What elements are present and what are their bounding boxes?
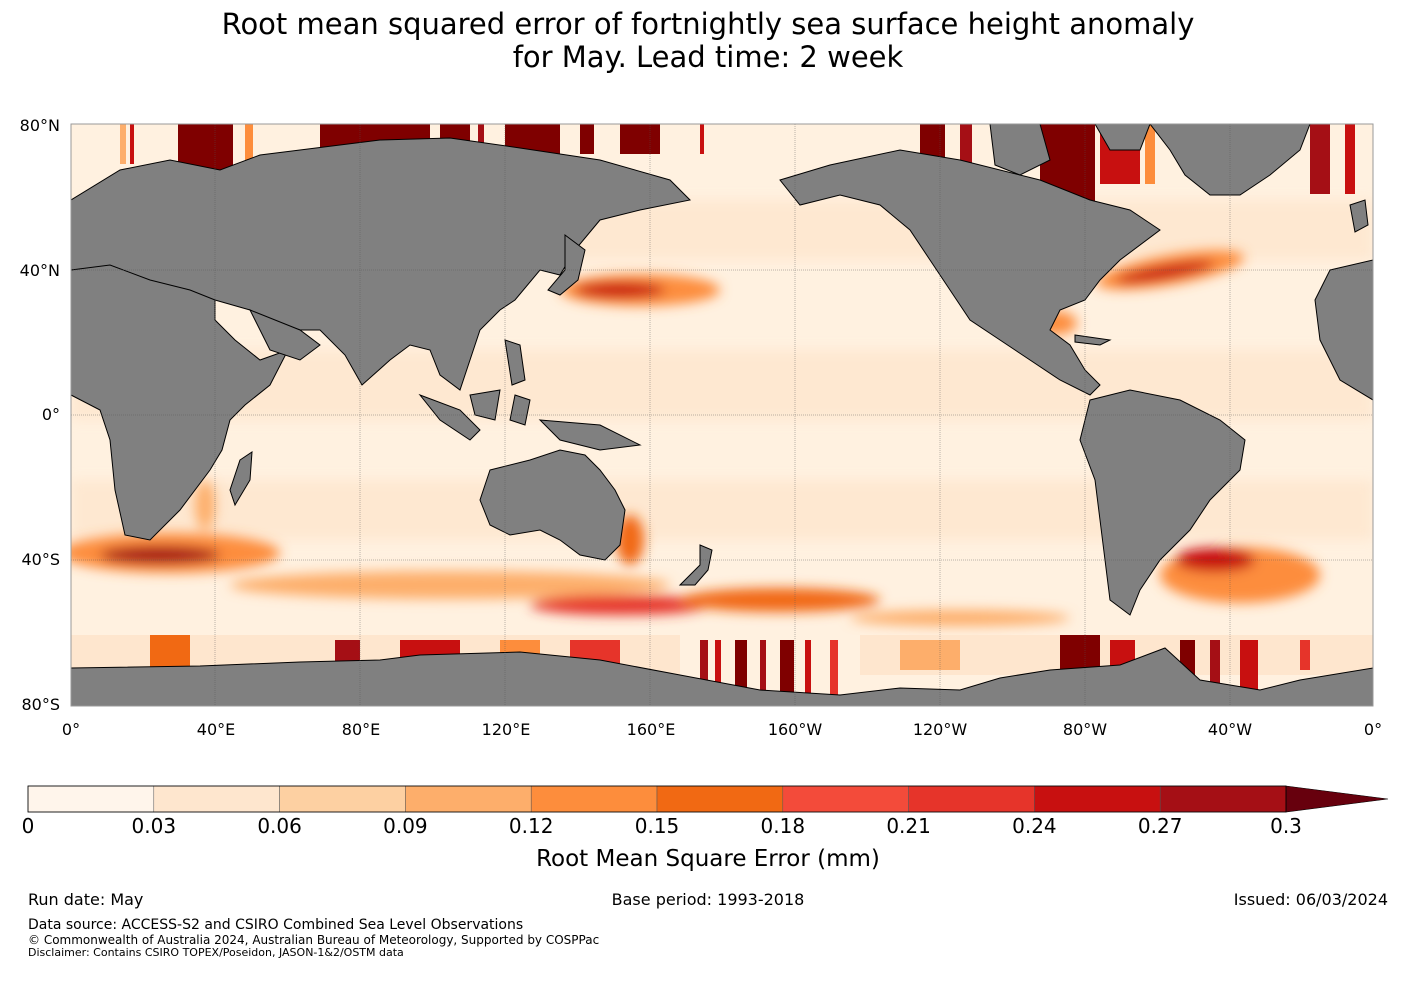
lat-label-0: 0° bbox=[41, 405, 60, 424]
title-line-2: for May. Lead time: 2 week bbox=[512, 40, 904, 74]
colorbar-label: Root Mean Square Error (mm) bbox=[536, 846, 880, 872]
colorbar-segment bbox=[27, 785, 155, 813]
colorbar-tick-label: 0.03 bbox=[131, 814, 177, 838]
map-frame bbox=[70, 123, 1374, 707]
land-uk bbox=[1349, 199, 1369, 233]
colorbar-segment bbox=[405, 785, 532, 813]
lon-label-160w: 160°W bbox=[767, 720, 823, 739]
lon-label-0-left: 0° bbox=[61, 720, 81, 739]
map-area: 80°N 40°N 0° 40°S 80°S 0° 40°E 80°E 120°… bbox=[19, 116, 1383, 739]
land-arctic-islands bbox=[989, 124, 1151, 176]
lon-label-120e: 120°E bbox=[481, 720, 531, 739]
colorbar-segment bbox=[153, 785, 280, 813]
colorbar-tick-label: 0.12 bbox=[508, 814, 554, 838]
land-cuba bbox=[1074, 334, 1112, 346]
colorbar-tick-label: 0.15 bbox=[634, 814, 680, 838]
colorbar-frame bbox=[27, 785, 1287, 813]
colorbar-segment bbox=[279, 785, 406, 813]
colorbar: 0 0.03 0.06 0.09 0.12 0.15 0.18 0.21 0.24 0.27 0.3… bbox=[0, 770, 1416, 880]
run-date: Run date: May bbox=[28, 890, 144, 909]
colorbar-tick-label: 0.27 bbox=[1137, 814, 1183, 838]
colorbar-tick-label: 0.24 bbox=[1012, 814, 1057, 838]
lon-label-0-right: 0° bbox=[1363, 720, 1383, 739]
lon-label-80w: 80°W bbox=[1062, 720, 1108, 739]
land-north-america bbox=[779, 149, 1161, 396]
copyright: © Commonwealth of Australia 2024, Austra… bbox=[28, 933, 600, 947]
colorbar-tick-label: 0.09 bbox=[383, 814, 428, 838]
land-philippines bbox=[504, 339, 526, 386]
land-antarctica bbox=[71, 647, 1373, 706]
colorbar-extend-arrow bbox=[1285, 785, 1389, 813]
lat-label-80s: 80°S bbox=[21, 695, 60, 714]
colorbar-segment bbox=[1034, 785, 1161, 813]
rmse-map bbox=[70, 123, 1374, 707]
title-line-1: Root mean squared error of fortnightly s… bbox=[221, 7, 1195, 41]
land-australia bbox=[479, 449, 626, 561]
lon-label-160e: 160°E bbox=[626, 720, 676, 739]
colorbar-tick-label: 0.18 bbox=[760, 814, 806, 838]
land-greenland bbox=[1149, 124, 1311, 196]
colorbar-segment bbox=[656, 785, 784, 813]
data-source: Data source: ACCESS-S2 and CSIRO Combine… bbox=[28, 917, 524, 933]
colorbar-tick-label: 0.06 bbox=[257, 814, 302, 838]
lon-label-120w: 120°W bbox=[912, 720, 968, 739]
lat-label-80n: 80°N bbox=[19, 116, 60, 135]
lat-label-40n: 40°N bbox=[19, 261, 60, 280]
lat-label-40s: 40°S bbox=[21, 550, 60, 569]
issued-date: Issued: 06/03/2024 bbox=[1233, 890, 1388, 909]
colorbar-svg bbox=[27, 785, 1389, 813]
land-indonesia bbox=[418, 389, 642, 451]
hotspot-southern-ocean bbox=[230, 571, 670, 599]
base-period: Base period: 1993-2018 bbox=[611, 890, 805, 909]
land-new-zealand bbox=[678, 544, 713, 586]
lon-label-80e: 80°E bbox=[341, 720, 381, 739]
colorbar-segment bbox=[530, 785, 658, 813]
colorbar-segment bbox=[1159, 785, 1287, 813]
lon-label-40e: 40°E bbox=[196, 720, 236, 739]
land-arabia bbox=[248, 309, 321, 361]
colorbar-tick-label: 0.21 bbox=[886, 814, 931, 838]
lon-label-40w: 40°W bbox=[1207, 720, 1253, 739]
colorbar-segment bbox=[908, 785, 1035, 813]
land-madagascar bbox=[229, 451, 253, 507]
map-title: Root mean squared error of fortnightly s… bbox=[0, 8, 1416, 74]
colorbar-segment bbox=[782, 785, 909, 813]
colorbar-segments bbox=[27, 785, 1287, 813]
colorbar-tick-label: 0.3 bbox=[1270, 814, 1302, 838]
colorbar-tick-label: 0 bbox=[21, 814, 35, 838]
landmasses bbox=[71, 124, 1373, 706]
gridlines bbox=[71, 124, 1373, 706]
land-europe-west bbox=[1314, 259, 1373, 401]
disclaimer: Disclaimer: Contains CSIRO TOPEX/Poseido… bbox=[28, 946, 404, 959]
